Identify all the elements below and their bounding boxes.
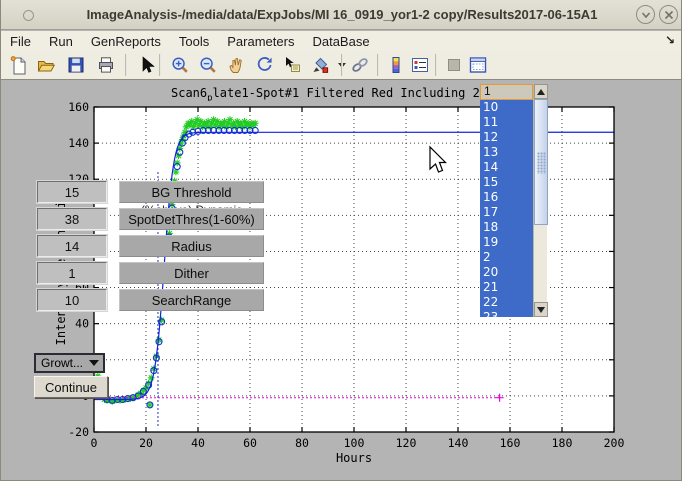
menu-genreports[interactable]: GenReports [90, 33, 161, 49]
spot-det-thres-label: SpotDetThres(1-60%) [119, 208, 264, 230]
scrollbar-grip-icon [537, 152, 546, 174]
plot-title-sub: p [207, 93, 213, 101]
data-cursor-icon[interactable] [281, 54, 303, 76]
listbox-item-22[interactable]: 22 [483, 295, 499, 309]
listbox-scrollbar[interactable] [533, 84, 548, 317]
listbox-item-18[interactable]: 18 [483, 220, 499, 234]
dock-figure-icon[interactable] [467, 54, 489, 76]
listbox-item-20[interactable]: 20 [483, 265, 499, 279]
scrollbar-up-button[interactable] [534, 84, 548, 99]
close-icon [664, 10, 673, 19]
listbox-item-13[interactable]: 13 [483, 145, 499, 159]
disabled-tool-icon[interactable] [443, 54, 465, 76]
save-icon[interactable] [65, 54, 87, 76]
search-range-label: SearchRange [119, 289, 264, 311]
listbox-item-14[interactable]: 14 [483, 160, 499, 174]
titlebar: ImageAnalysis-/media/data/ExpJobs/MI 16_… [1, 0, 681, 30]
insert-colorbar-icon[interactable] [385, 54, 407, 76]
brush-icon[interactable] [309, 54, 331, 76]
search-range-field[interactable]: 10 [37, 289, 107, 311]
plot-title: Scan6plate1-Spot#1 Filtered Red Includin… [171, 86, 479, 101]
bg-threshold-label: BG Threshold [119, 181, 264, 203]
listbox-item-12[interactable]: 12 [483, 130, 499, 144]
listbox-item-10[interactable]: 10 [483, 100, 499, 114]
open-file-icon[interactable] [35, 54, 57, 76]
zoom-in-icon[interactable] [169, 54, 191, 76]
toolbar-separator [377, 54, 379, 76]
spot-number-selected[interactable]: 1 [480, 84, 533, 100]
scrollbar-thumb[interactable] [534, 99, 548, 225]
toolbar-separator [341, 54, 343, 76]
figure-toolbar [1, 51, 681, 80]
continue-button[interactable]: Continue [34, 376, 108, 398]
menu-tools[interactable]: Tools [178, 33, 210, 49]
arrow-down-icon [537, 306, 545, 313]
listbox-item-2[interactable]: 2 [483, 250, 491, 264]
listbox-item-21[interactable]: 21 [483, 280, 499, 294]
listbox-item-23[interactable]: 23 [483, 310, 499, 317]
window-title: ImageAnalysis-/media/data/ExpJobs/MI 16_… [86, 7, 598, 22]
dither-field[interactable]: 1 [37, 262, 107, 284]
chevron-down-icon [89, 360, 99, 366]
window-menu-icon[interactable] [23, 10, 34, 21]
menu-run[interactable]: Run [48, 33, 73, 49]
listbox-item-16[interactable]: 16 [483, 190, 499, 204]
plot-title-pre: Scan6 [171, 86, 208, 100]
pointer-icon[interactable] [135, 54, 157, 76]
scrollbar-down-button[interactable] [534, 302, 548, 317]
listbox-item-17[interactable]: 17 [483, 205, 499, 219]
pan-icon[interactable] [225, 54, 247, 76]
growth-mode-label: Growt... [41, 356, 84, 370]
dither-label: Dither [119, 262, 264, 284]
chevron-down-icon [641, 11, 650, 18]
link-plots-icon[interactable] [349, 54, 371, 76]
radius-label: Radius [119, 235, 264, 257]
toolbar-separator [125, 54, 127, 76]
new-file-icon[interactable] [8, 54, 30, 76]
menu-database[interactable]: DataBase [312, 33, 370, 49]
menu-file[interactable]: File [10, 33, 31, 49]
radius-field[interactable]: 14 [37, 235, 107, 257]
listbox-item-11[interactable]: 11 [483, 115, 499, 129]
insert-legend-icon[interactable] [409, 54, 431, 76]
spot-number-items: 10 11 12 13 14 15 16 17 18 19 2 20 21 22 23 [480, 100, 533, 317]
listbox-item-19[interactable]: 19 [483, 235, 499, 249]
toolbar-overflow-arrow-icon[interactable]: ↘ [664, 33, 675, 47]
rotate-3d-icon[interactable] [253, 54, 275, 76]
toolbar-separator [435, 54, 437, 76]
spot-det-thres-field[interactable]: 38 [37, 208, 107, 230]
listbox-item-15[interactable]: 15 [483, 175, 499, 189]
arrow-up-icon [537, 88, 545, 95]
menubar: File Run GenReports Tools Parameters Dat… [1, 31, 681, 51]
spot-number-listbox[interactable]: 1 10 11 12 13 14 15 16 17 18 19 2 20 21 22 23 [480, 84, 548, 317]
menu-parameters[interactable]: Parameters [227, 33, 295, 49]
shade-window-button[interactable] [636, 5, 655, 24]
plot-title-post: late1-Spot#1 Filtered Red Including 2Der… [212, 86, 479, 100]
zoom-out-icon[interactable] [197, 54, 219, 76]
bg-threshold-field[interactable]: 15 [37, 181, 107, 203]
toolbar-separator [159, 54, 161, 76]
close-window-button[interactable] [659, 5, 678, 24]
print-icon[interactable] [95, 54, 117, 76]
growth-mode-dropdown[interactable]: Growt... [34, 353, 105, 373]
